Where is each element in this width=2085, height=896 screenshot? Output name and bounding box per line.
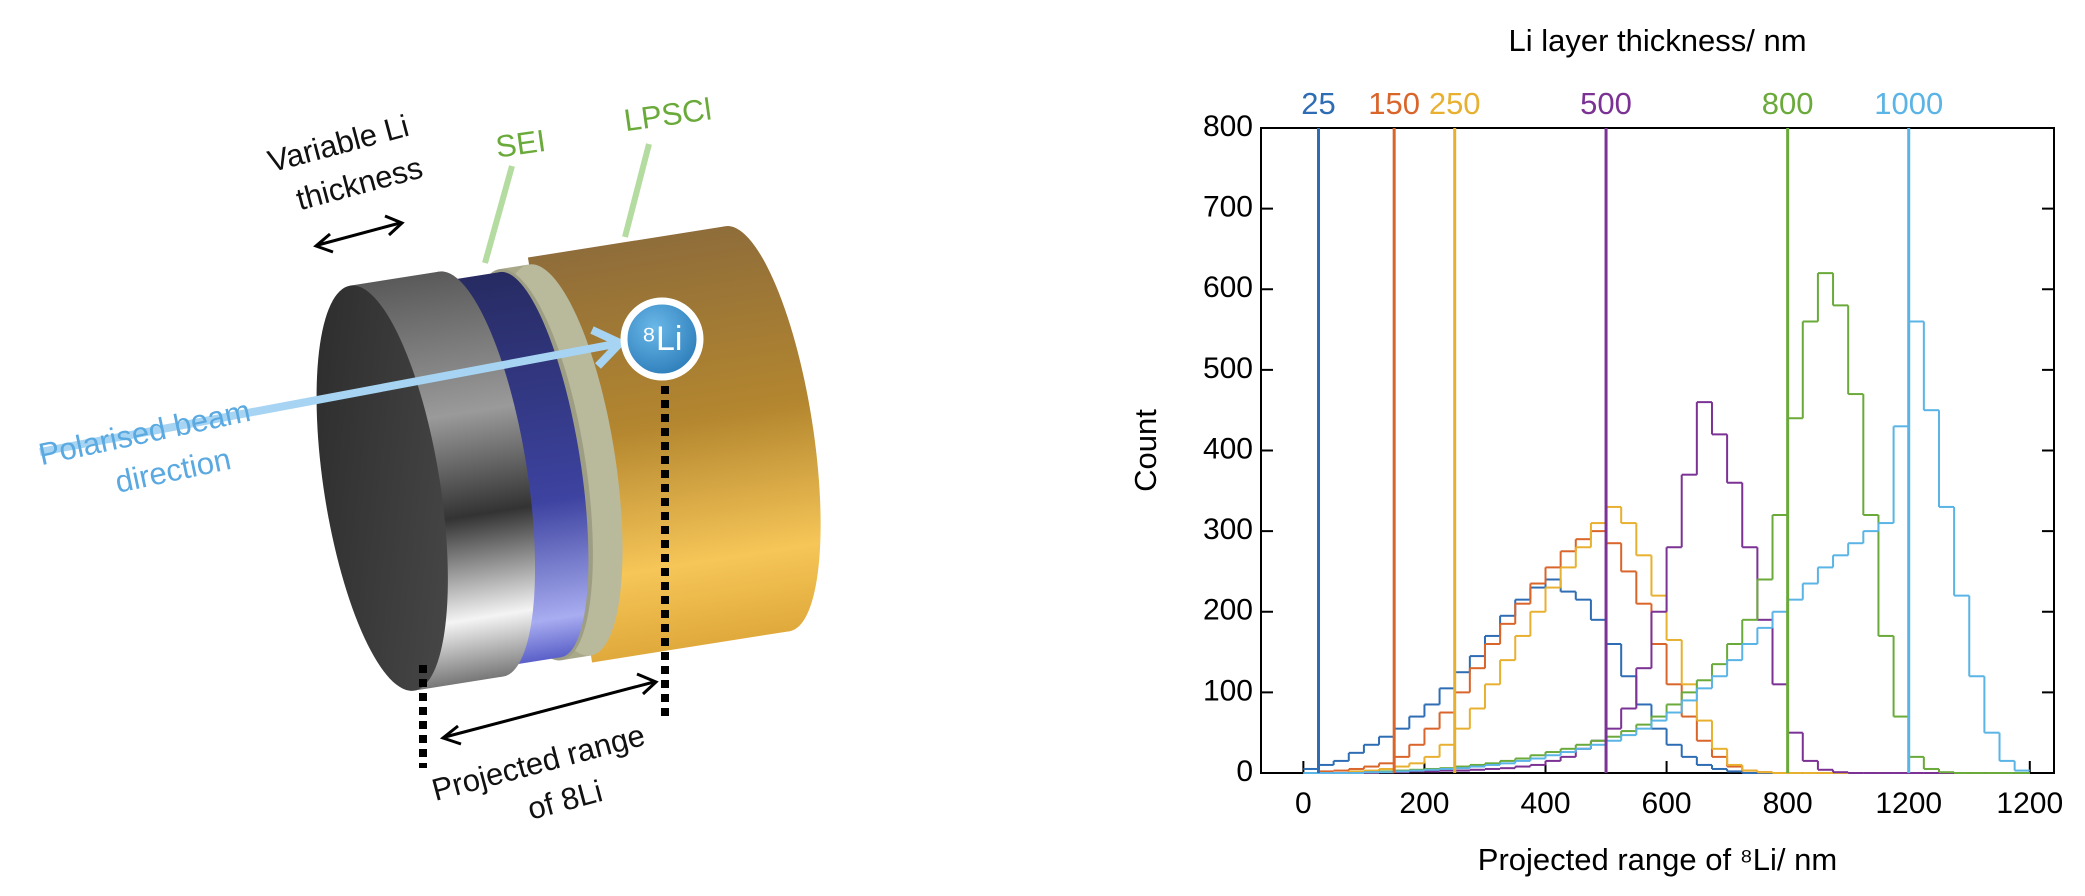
y-tick-label: 500 (1203, 352, 1253, 385)
x-tick-label: 0 (1295, 787, 1312, 820)
y-tick-label: 800 (1203, 110, 1253, 143)
y-tick-label: 300 (1203, 513, 1253, 546)
marker-label: 25 (1301, 86, 1335, 121)
range-arrow (439, 672, 659, 746)
ion-label: ⁸Li (642, 320, 683, 358)
marker-label: 150 (1368, 86, 1420, 121)
beam-arrowhead (590, 326, 627, 369)
range-label: Projected rangeof 8Li (428, 718, 660, 850)
y-tick-label: 0 (1236, 755, 1253, 788)
lpscl-label: LPSCl (622, 91, 714, 138)
y-tick-label: 600 (1203, 271, 1253, 304)
marker-label: 250 (1429, 86, 1481, 121)
ion (620, 297, 704, 381)
x-tick-label: 1200 (1996, 787, 2063, 820)
y-tick-label: 200 (1203, 594, 1253, 627)
x-tick-label: 800 (1763, 787, 1813, 820)
x-axis-label: Projected range of ⁸Li/ nm (1478, 842, 1837, 877)
y-tick-label: 700 (1203, 191, 1253, 224)
beam-label: Polarised beamdirection (36, 393, 263, 514)
histogram-chart: 0 100 200 300 400 500 600 700 800 0 200 400 600 800 12… (1128, 23, 2063, 877)
lpscl-end (694, 226, 821, 632)
lpscl-pointer (622, 143, 652, 238)
sei-label: SEI (494, 123, 548, 165)
sei-pointer (482, 165, 515, 264)
cell-diagram (316, 226, 821, 691)
x-tick-label: 600 (1642, 787, 1692, 820)
histogram-riser (1362, 273, 1956, 773)
y-axis-label: Count (1128, 409, 1163, 492)
li-label: Variable Lithickness (264, 108, 426, 222)
chart-title: Li layer thickness/ nm (1508, 23, 1806, 58)
x-tick-label: 1200 (1875, 787, 1942, 820)
plot-frame (1260, 127, 2055, 774)
beam-arrow (39, 340, 616, 456)
marker-label: 800 (1762, 86, 1814, 121)
y-tick-label: 100 (1203, 674, 1253, 707)
y-tick-label: 400 (1203, 432, 1253, 465)
li-face (316, 285, 448, 691)
li-thickness-arrow (313, 214, 405, 254)
x-tick-label: 400 (1520, 787, 1570, 820)
marker-label: 500 (1580, 86, 1632, 121)
x-tick-label: 200 (1399, 787, 1449, 820)
marker-label: 1000 (1874, 86, 1943, 121)
